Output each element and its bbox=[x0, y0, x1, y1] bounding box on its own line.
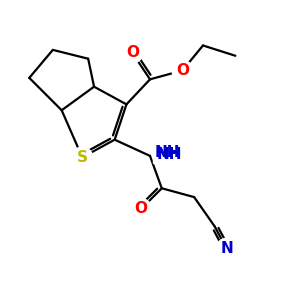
Circle shape bbox=[131, 199, 152, 219]
Text: NH: NH bbox=[155, 146, 180, 160]
Circle shape bbox=[72, 147, 93, 168]
Circle shape bbox=[216, 238, 237, 259]
Text: O: O bbox=[135, 201, 148, 216]
Text: N: N bbox=[220, 241, 233, 256]
Text: O: O bbox=[126, 45, 139, 60]
Text: S: S bbox=[77, 150, 88, 165]
Text: O: O bbox=[176, 63, 189, 78]
Text: NH: NH bbox=[156, 147, 182, 162]
Circle shape bbox=[172, 60, 193, 81]
Bar bbox=[153, 148, 185, 163]
Circle shape bbox=[122, 43, 142, 63]
